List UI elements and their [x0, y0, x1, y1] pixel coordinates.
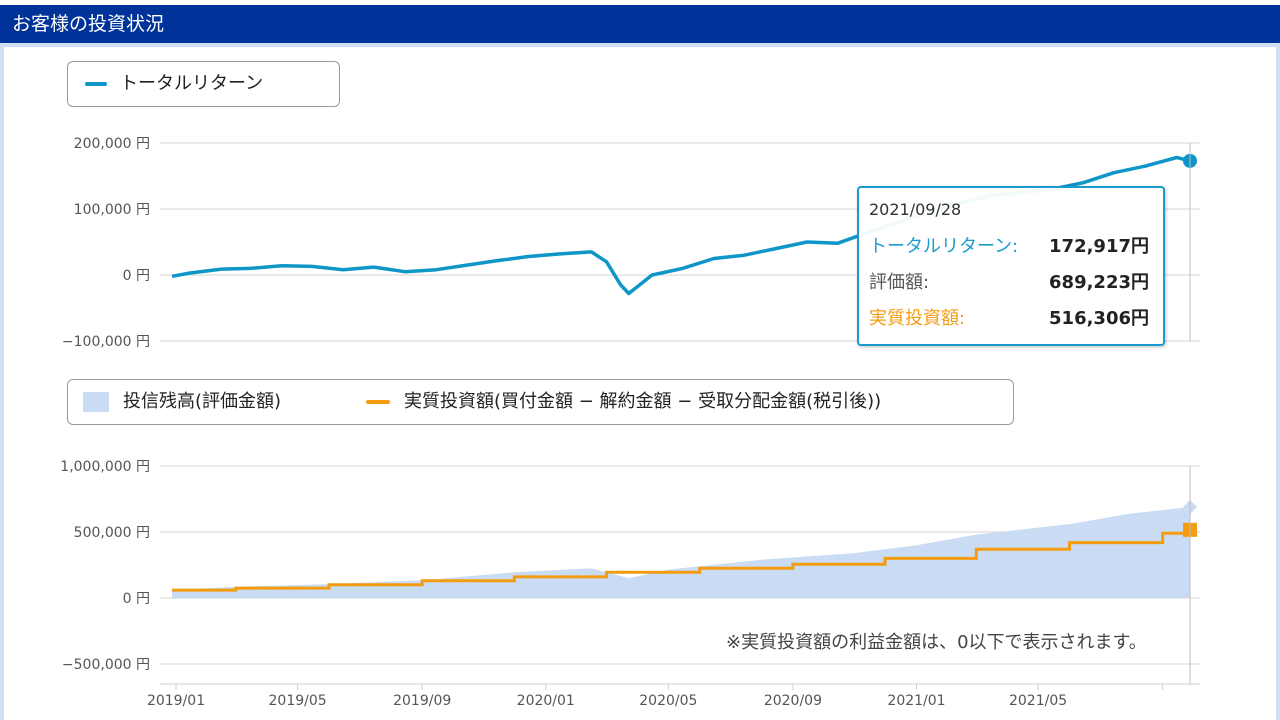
legend-total-return[interactable]: トータルリターン	[67, 61, 340, 107]
y-tick-label: 0 円	[123, 268, 150, 284]
tooltip-value: 516,306円	[1049, 308, 1149, 329]
legend-balance-investment: 投信残高(評価金額) 実質投資額(買付金額 − 解約金額 − 受取分配金額(税引…	[67, 379, 1014, 425]
legend-investment-label[interactable]: 実質投資額(買付金額 − 解約金額 − 受取分配金額(税引後))	[404, 391, 882, 412]
total-return-legend-swatch	[85, 82, 107, 86]
tooltip-label: 実質投資額:	[869, 308, 966, 329]
x-tick-label: 2021/01	[887, 693, 945, 709]
legend-balance-label[interactable]: 投信残高(評価金額)	[123, 391, 282, 412]
investment-legend-swatch	[366, 400, 390, 404]
tooltip-row-investment: 実質投資額: 516,306円	[869, 304, 1149, 332]
balance-area	[172, 507, 1190, 598]
page-title: お客様の投資状況	[12, 13, 165, 35]
x-tick-label: 2019/05	[269, 693, 327, 709]
y-tick-label: 500,000 円	[74, 525, 150, 541]
x-tick-label: 2020/09	[764, 693, 822, 709]
x-tick-label: 2020/01	[517, 693, 575, 709]
y-tick-label: −500,000 円	[62, 657, 150, 673]
legend-total-return-label: トータルリターン	[120, 73, 264, 94]
x-tick-label: 2020/05	[639, 693, 697, 709]
tooltip-row-total-return: トータルリターン: 172,917円	[869, 232, 1149, 260]
page-header: お客様の投資状況	[0, 5, 1280, 43]
y-tick-label: 1,000,000 円	[60, 459, 150, 475]
tooltip-label: トータルリターン:	[869, 236, 1019, 257]
y-tick-label: 200,000 円	[74, 136, 150, 152]
x-tick-label: 2019/09	[393, 693, 451, 709]
tooltip-value: 172,917円	[1049, 236, 1149, 257]
x-tick-label: 2021/05	[1009, 693, 1067, 709]
x-tick-label: 2019/01	[147, 693, 205, 709]
tooltip-value: 689,223円	[1049, 272, 1149, 293]
tooltip-label: 評価額:	[869, 272, 930, 293]
data-tooltip: 2021/09/28 トータルリターン: 172,917円 評価額: 689,2…	[857, 186, 1165, 346]
tooltip-row-valuation: 評価額: 689,223円	[869, 268, 1149, 296]
balance-legend-swatch	[83, 392, 109, 412]
tooltip-date: 2021/09/28	[869, 200, 962, 219]
y-tick-label: −100,000 円	[62, 334, 150, 350]
footnote: ※実質投資額の利益金額は、0以下で表示されます。	[726, 632, 1147, 653]
y-tick-label: 0 円	[123, 591, 150, 607]
y-tick-label: 100,000 円	[74, 202, 150, 218]
